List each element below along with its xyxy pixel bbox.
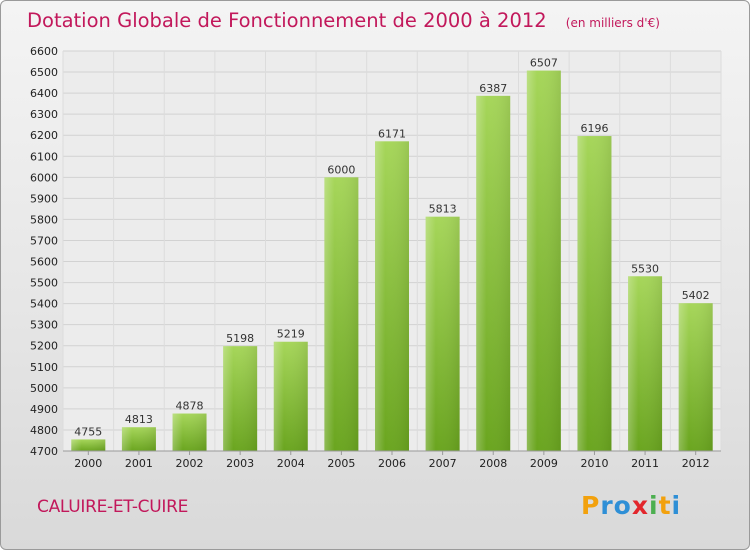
- x-tick-label: 2008: [479, 457, 507, 470]
- logo-letter: o: [613, 491, 632, 520]
- y-tick-label: 6000: [30, 171, 58, 184]
- y-tick-label: 5100: [30, 361, 58, 374]
- bar-shine: [476, 95, 511, 451]
- data-label: 6387: [479, 82, 507, 95]
- y-tick-label: 6300: [30, 108, 58, 121]
- commune-name: CALUIRE-ET-CUIRE: [37, 497, 189, 517]
- y-tick-label: 5900: [30, 192, 58, 205]
- x-tick-label: 2001: [125, 457, 153, 470]
- logo-letter: t: [658, 491, 672, 520]
- y-tick-label: 5300: [30, 319, 58, 332]
- x-tick-label: 2004: [277, 457, 305, 470]
- y-tick-label: 4900: [30, 403, 58, 416]
- y-tick-label: 5500: [30, 277, 58, 290]
- y-tick-label: 4700: [30, 445, 58, 458]
- y-axis: 4700 4800 4900 5000 5100 5200 5300 5400 5500 5600…: [30, 45, 58, 458]
- data-label: 5813: [429, 203, 457, 216]
- logo-letter: i: [671, 491, 682, 520]
- y-tick-label: 4800: [30, 424, 58, 437]
- data-label: 5219: [277, 328, 305, 341]
- chart-title: Dotation Globale de Fonctionnement de 20…: [27, 9, 660, 32]
- data-label: 6507: [530, 57, 558, 70]
- x-tick-label: 2007: [429, 457, 457, 470]
- data-label: 6196: [580, 122, 608, 135]
- bar-shine: [628, 276, 663, 451]
- logo-letter: i: [649, 491, 659, 520]
- y-tick-label: 5800: [30, 213, 58, 226]
- x-tick-label: 2003: [226, 457, 254, 470]
- data-label: 4813: [125, 413, 153, 426]
- bar-shine: [425, 216, 460, 451]
- bar-shine: [577, 136, 612, 452]
- bar-shine: [324, 177, 359, 451]
- chart-unit-label: (en milliers d'€): [565, 16, 660, 30]
- y-tick-label: 5400: [30, 298, 58, 311]
- y-tick-label: 6500: [30, 66, 58, 79]
- y-tick-label: 5200: [30, 340, 58, 353]
- x-axis: 2000 2001 2002 2003 2004 2005 2006 2007 2008 2009…: [63, 450, 721, 470]
- data-label: 6000: [327, 163, 355, 176]
- y-tick-label: 5600: [30, 256, 58, 269]
- data-label: 6171: [378, 127, 406, 140]
- data-label: 5198: [226, 332, 254, 345]
- bar-shine: [121, 427, 156, 451]
- proxiti-logo[interactable]: Proxiti: [581, 491, 681, 520]
- y-tick-label: 6200: [30, 129, 58, 142]
- data-label: 5530: [631, 262, 659, 275]
- x-tick-label: 2005: [327, 457, 355, 470]
- x-tick-label: 2000: [74, 457, 102, 470]
- bar-shine: [273, 341, 308, 451]
- bar-shine: [678, 303, 713, 451]
- y-tick-label: 6100: [30, 150, 58, 163]
- logo-letter: P: [581, 491, 601, 520]
- logo-letter: r: [600, 491, 614, 520]
- x-tick-label: 2011: [631, 457, 659, 470]
- logo-letter: x: [631, 491, 649, 520]
- x-tick-label: 2006: [378, 457, 406, 470]
- bar-shine: [71, 439, 106, 451]
- bar-shine: [526, 70, 561, 451]
- bar-shine: [172, 413, 207, 451]
- y-tick-label: 5700: [30, 234, 58, 247]
- x-tick-label: 2012: [682, 457, 710, 470]
- bar-shine: [375, 141, 409, 451]
- y-tick-label: 5000: [30, 382, 58, 395]
- x-tick-label: 2009: [530, 457, 558, 470]
- bar-shine: [223, 346, 258, 451]
- data-label: 4878: [176, 400, 204, 413]
- x-tick-label: 2010: [580, 457, 608, 470]
- bars: 4755 4813 4878 5198 5219 6000 6171 5813 6387 6507…: [71, 57, 713, 452]
- chart-title-main: Dotation Globale de Fonctionnement de 20…: [27, 9, 547, 32]
- y-tick-label: 6400: [30, 87, 58, 100]
- data-label: 5402: [682, 289, 710, 302]
- data-label: 4755: [74, 425, 102, 438]
- y-tick-label: 6600: [30, 45, 58, 58]
- x-tick-label: 2002: [176, 457, 204, 470]
